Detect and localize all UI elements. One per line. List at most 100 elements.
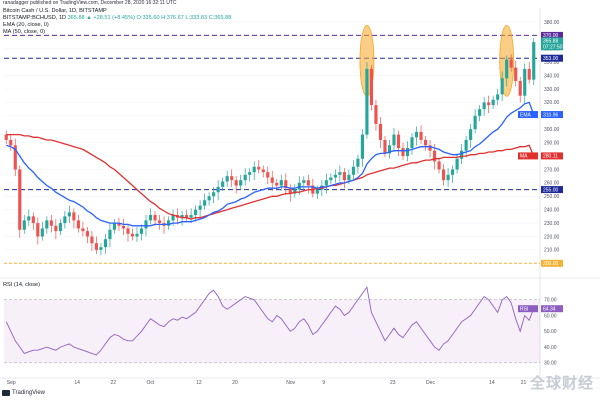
- axis-badge-label: 07:27:50: [543, 45, 563, 51]
- price-tick-label: 330.00: [544, 87, 560, 93]
- time-tick-label: 21: [521, 380, 527, 386]
- candle-body: [451, 169, 455, 175]
- candle-body: [126, 228, 130, 234]
- candle-body: [432, 150, 437, 162]
- candle-body: [500, 78, 504, 95]
- rsi-legend: RSI (14, close): [3, 282, 40, 288]
- candle-body: [203, 200, 207, 206]
- rsi-tag-label: RSI: [520, 306, 528, 312]
- candle-body: [446, 174, 450, 181]
- axis-badge: [541, 37, 563, 45]
- candle-body: [248, 172, 252, 175]
- indicator-tag: [518, 152, 538, 160]
- candle-body: [405, 148, 410, 157]
- candle-body: [90, 236, 94, 244]
- candle-body: [423, 139, 428, 146]
- candle-body: [509, 59, 513, 68]
- ma50-line: [6, 133, 535, 220]
- candle-body: [306, 180, 310, 186]
- level-badge-label: 353.00: [543, 56, 559, 62]
- candle-body: [194, 209, 198, 216]
- candle-body: [157, 220, 162, 224]
- candle-body: [437, 161, 441, 170]
- rsi-line: [5, 286, 535, 356]
- candle-body: [166, 220, 171, 226]
- chart-legend: Bitcoin Cash / U.S. Dollar, 1D, BITSTAMP…: [3, 8, 231, 36]
- axis-badge: [541, 111, 563, 119]
- candle-body: [243, 174, 247, 181]
- candle-body: [117, 223, 121, 226]
- rsi-tick-label: 70.00: [544, 298, 557, 304]
- candle-body: [121, 225, 126, 229]
- time-tick-label: Nov: [286, 380, 295, 386]
- candle-body: [207, 196, 211, 201]
- candle-body: [45, 220, 49, 229]
- rsi-band: [4, 299, 540, 363]
- candle-body: [288, 188, 292, 194]
- indicator-tag: [518, 111, 538, 119]
- candle-body: [171, 215, 175, 221]
- candle-body: [473, 115, 477, 130]
- candle-body: [99, 247, 103, 250]
- candle-body: [302, 180, 306, 183]
- candle-body: [139, 228, 144, 234]
- price-tick-label: 300.00: [544, 127, 560, 133]
- candle-body: [505, 59, 509, 79]
- candle-body: [396, 134, 401, 149]
- axis-badge: [541, 152, 563, 160]
- candle-body: [216, 186, 220, 193]
- price-tick-label: 250.00: [544, 194, 560, 200]
- time-tick-label: 9: [322, 380, 325, 386]
- brand-label: TradingView: [12, 390, 46, 396]
- candle-body: [428, 145, 432, 151]
- candle-body: [266, 172, 270, 178]
- candle-body: [414, 131, 419, 138]
- candle-body: [478, 109, 482, 116]
- candle-body: [252, 166, 256, 173]
- indicator-tag-label: EMA: [520, 112, 532, 118]
- candle-body: [482, 102, 486, 110]
- price-tick-label: 270.00: [544, 167, 560, 173]
- time-tick-label: 20: [232, 380, 238, 386]
- candle-body: [257, 166, 261, 170]
- candle-body: [13, 145, 17, 170]
- price-tick-label: 260.00: [544, 181, 560, 187]
- candle-body: [212, 192, 216, 197]
- candle-body: [230, 176, 234, 181]
- candle-body: [491, 99, 495, 106]
- legend-title: Bitcoin Cash / U.S. Dollar, 1D, BITSTAMP: [3, 8, 107, 14]
- level-badge-label: 370.00: [543, 33, 559, 39]
- candle-body: [153, 215, 157, 221]
- level-badge: [541, 259, 563, 267]
- footer-brand: TradingView: [2, 390, 45, 396]
- candle-body: [387, 145, 392, 154]
- candle-body: [487, 102, 491, 106]
- candle-body: [279, 180, 283, 186]
- candle-body: [338, 172, 342, 175]
- rsi-value-label: 64.34: [543, 306, 556, 312]
- candle-body: [18, 169, 22, 230]
- candle-body: [27, 216, 31, 221]
- legend-ema: EMA (20, close, 0): [3, 22, 49, 28]
- candle-body: [9, 139, 13, 146]
- candle-body: [108, 229, 112, 240]
- candle-body: [401, 148, 405, 157]
- time-tick-label: 23: [390, 380, 396, 386]
- price-tick-label: 230.00: [544, 221, 560, 227]
- axis-badge-label: 310.96: [543, 112, 559, 118]
- candle-body: [189, 215, 193, 218]
- level-badge-label: 255.00: [543, 187, 559, 193]
- candle-body: [185, 215, 189, 218]
- candle-body: [329, 177, 333, 181]
- candle-body: [36, 223, 40, 237]
- time-tick-label: 22: [110, 380, 116, 386]
- candle-body: [54, 225, 58, 232]
- candle-body: [514, 67, 518, 81]
- candle-body: [523, 68, 527, 96]
- price-tick-label: 210.00: [544, 248, 560, 254]
- rsi-tick-label: 40.00: [544, 345, 557, 351]
- candle-body: [464, 139, 468, 151]
- time-tick-label: Oct: [147, 380, 155, 386]
- candle-body: [103, 239, 108, 248]
